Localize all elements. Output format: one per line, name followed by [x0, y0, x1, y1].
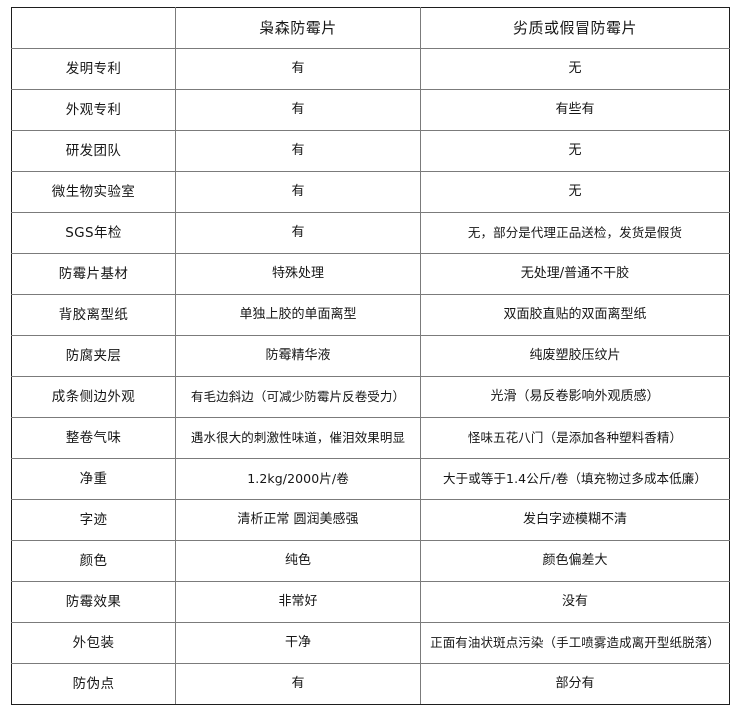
cell-genuine-value: 特殊处理 — [175, 253, 421, 295]
cell-fake-value: 有些有 — [420, 89, 730, 131]
cell-feature: 防伪点 — [11, 663, 176, 705]
cell-feature: 背胶离型纸 — [11, 294, 176, 336]
table-body: 发明专利有无外观专利有有些有 研发团队有无微生物实验室有无 SGS年检有无，部分是代… — [11, 48, 730, 705]
cell-fake-value: 无 — [420, 130, 730, 172]
cell-genuine-value: 有毛边斜边（可减少防霉片反卷受力） — [175, 376, 421, 418]
cell-fake-value: 无处理/普通不干胶 — [420, 253, 730, 295]
table-row: 外包装 干净 正面有油状斑点污染（手工喷雾造成离开型纸脱落） — [11, 622, 730, 664]
cell-genuine-value: 非常好 — [175, 581, 421, 623]
cell-genuine-value: 有 — [175, 89, 421, 131]
header-cell-genuine: 枭森防霉片 — [175, 7, 421, 49]
table-row: 成条侧边外观 有毛边斜边（可减少防霉片反卷受力） 光滑（易反卷影响外观质感） — [11, 376, 730, 418]
cell-fake-value: 无 — [420, 48, 730, 90]
cell-genuine-value: 纯色 — [175, 540, 421, 582]
header-row: 枭森防霉片 劣质或假冒防霉片 — [11, 7, 730, 49]
table-row: 净重 1.2kg/2000片/卷 大于或等于1.4公斤/卷（填充物过多成本低廉） — [11, 458, 730, 500]
table-row: 字迹 清析正常 圆润美感强 发白字迹模糊不清 — [11, 499, 730, 541]
cell-feature: 外观专利 — [11, 89, 176, 131]
cell-fake-value: 纯废塑胶压纹片 — [420, 335, 730, 377]
document-page: 枭森防霉片 劣质或假冒防霉片 发明专利有无外观专利有有些有 研发团队有无微生物实验… — [11, 7, 730, 705]
header-cell-feature — [11, 7, 176, 49]
cell-feature: 发明专利 — [11, 48, 176, 90]
cell-feature: 成条侧边外观 — [11, 376, 176, 418]
header-cell-fake: 劣质或假冒防霉片 — [420, 7, 730, 49]
cell-genuine-value: 有 — [175, 663, 421, 705]
cell-fake-value: 无 — [420, 171, 730, 213]
cell-feature: 防霉效果 — [11, 581, 176, 623]
cell-feature: 研发团队 — [11, 130, 176, 172]
comparison-table-container: 枭森防霉片 劣质或假冒防霉片 发明专利有无外观专利有有些有 研发团队有无微生物实验… — [11, 7, 730, 705]
cell-genuine-value: 有 — [175, 48, 421, 90]
cell-feature: 微生物实验室 — [11, 171, 176, 213]
cell-genuine-value: 干净 — [175, 622, 421, 664]
table-row: 颜色 纯色 颜色偏差大 — [11, 540, 730, 582]
table-row: 背胶离型纸 单独上胶的单面离型 双面胶直贴的双面离型纸 — [11, 294, 730, 336]
cell-feature: SGS年检 — [11, 212, 176, 254]
cell-feature: 颜色 — [11, 540, 176, 582]
cell-feature: 整卷气味 — [11, 417, 176, 459]
cell-feature: 防霉片基材 — [11, 253, 176, 295]
table-row: SGS年检有无，部分是代理正品送检，发货是假货 — [11, 212, 730, 254]
table-row: 研发团队有无 — [11, 130, 730, 172]
table-row: 微生物实验室有无 — [11, 171, 730, 213]
cell-fake-value: 无，部分是代理正品送检，发货是假货 — [420, 212, 730, 254]
cell-feature: 外包装 — [11, 622, 176, 664]
cell-fake-value: 没有 — [420, 581, 730, 623]
cell-fake-value: 正面有油状斑点污染（手工喷雾造成离开型纸脱落） — [420, 622, 730, 664]
cell-genuine-value: 防霉精华液 — [175, 335, 421, 377]
cell-genuine-value: 单独上胶的单面离型 — [175, 294, 421, 336]
cell-genuine-value: 1.2kg/2000片/卷 — [175, 458, 421, 500]
cell-genuine-value: 清析正常 圆润美感强 — [175, 499, 421, 541]
cell-fake-value: 大于或等于1.4公斤/卷（填充物过多成本低廉） — [420, 458, 730, 500]
cell-fake-value: 颜色偏差大 — [420, 540, 730, 582]
product-comparison-table: 枭森防霉片 劣质或假冒防霉片 发明专利有无外观专利有有些有 研发团队有无微生物实验… — [11, 7, 730, 705]
cell-genuine-value: 有 — [175, 171, 421, 213]
table-row: 发明专利有无 — [11, 48, 730, 90]
table-row: 外观专利有有些有 — [11, 89, 730, 131]
cell-feature: 字迹 — [11, 499, 176, 541]
cell-fake-value: 发白字迹模糊不清 — [420, 499, 730, 541]
cell-feature: 防腐夹层 — [11, 335, 176, 377]
table-row: 防霉片基材 特殊处理 无处理/普通不干胶 — [11, 253, 730, 295]
table-row: 防霉效果 非常好 没有 — [11, 581, 730, 623]
cell-fake-value: 双面胶直贴的双面离型纸 — [420, 294, 730, 336]
cell-fake-value: 光滑（易反卷影响外观质感） — [420, 376, 730, 418]
table-header: 枭森防霉片 劣质或假冒防霉片 — [11, 7, 730, 49]
cell-fake-value: 部分有 — [420, 663, 730, 705]
cell-feature: 净重 — [11, 458, 176, 500]
table-row: 整卷气味 遇水很大的刺激性味道，催泪效果明显 怪味五花八门（是添加各种塑料香精） — [11, 417, 730, 459]
table-row: 防伪点有部分有 — [11, 663, 730, 705]
cell-genuine-value: 遇水很大的刺激性味道，催泪效果明显 — [175, 417, 421, 459]
cell-genuine-value: 有 — [175, 212, 421, 254]
table-row: 防腐夹层 防霉精华液 纯废塑胶压纹片 — [11, 335, 730, 377]
cell-genuine-value: 有 — [175, 130, 421, 172]
cell-fake-value: 怪味五花八门（是添加各种塑料香精） — [420, 417, 730, 459]
